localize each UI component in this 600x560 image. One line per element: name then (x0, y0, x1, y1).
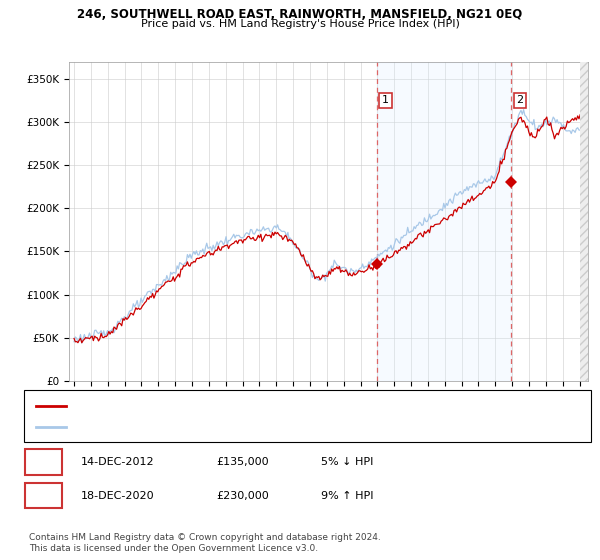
Text: 1: 1 (40, 455, 47, 469)
Text: HPI: Average price, detached house, Mansfield: HPI: Average price, detached house, Mans… (72, 422, 300, 432)
Text: Contains HM Land Registry data © Crown copyright and database right 2024.
This d: Contains HM Land Registry data © Crown c… (29, 533, 380, 553)
Text: 2: 2 (40, 489, 47, 502)
Text: 5% ↓ HPI: 5% ↓ HPI (321, 457, 373, 467)
Text: 246, SOUTHWELL ROAD EAST, RAINWORTH, MANSFIELD, NG21 0EQ: 246, SOUTHWELL ROAD EAST, RAINWORTH, MAN… (77, 8, 523, 21)
Bar (377, 62, 511, 381)
Text: 18-DEC-2020: 18-DEC-2020 (81, 491, 155, 501)
Text: 246, SOUTHWELL ROAD EAST, RAINWORTH, MANSFIELD, NG21 0EQ (detached house): 246, SOUTHWELL ROAD EAST, RAINWORTH, MAN… (72, 401, 492, 411)
Text: 14-DEC-2012: 14-DEC-2012 (81, 457, 155, 467)
Text: 2: 2 (517, 95, 524, 105)
Text: 1: 1 (382, 95, 389, 105)
Text: £230,000: £230,000 (216, 491, 269, 501)
Text: Price paid vs. HM Land Registry's House Price Index (HPI): Price paid vs. HM Land Registry's House … (140, 19, 460, 29)
Text: 9% ↑ HPI: 9% ↑ HPI (321, 491, 373, 501)
Bar (580, 62, 596, 381)
Text: £135,000: £135,000 (216, 457, 269, 467)
